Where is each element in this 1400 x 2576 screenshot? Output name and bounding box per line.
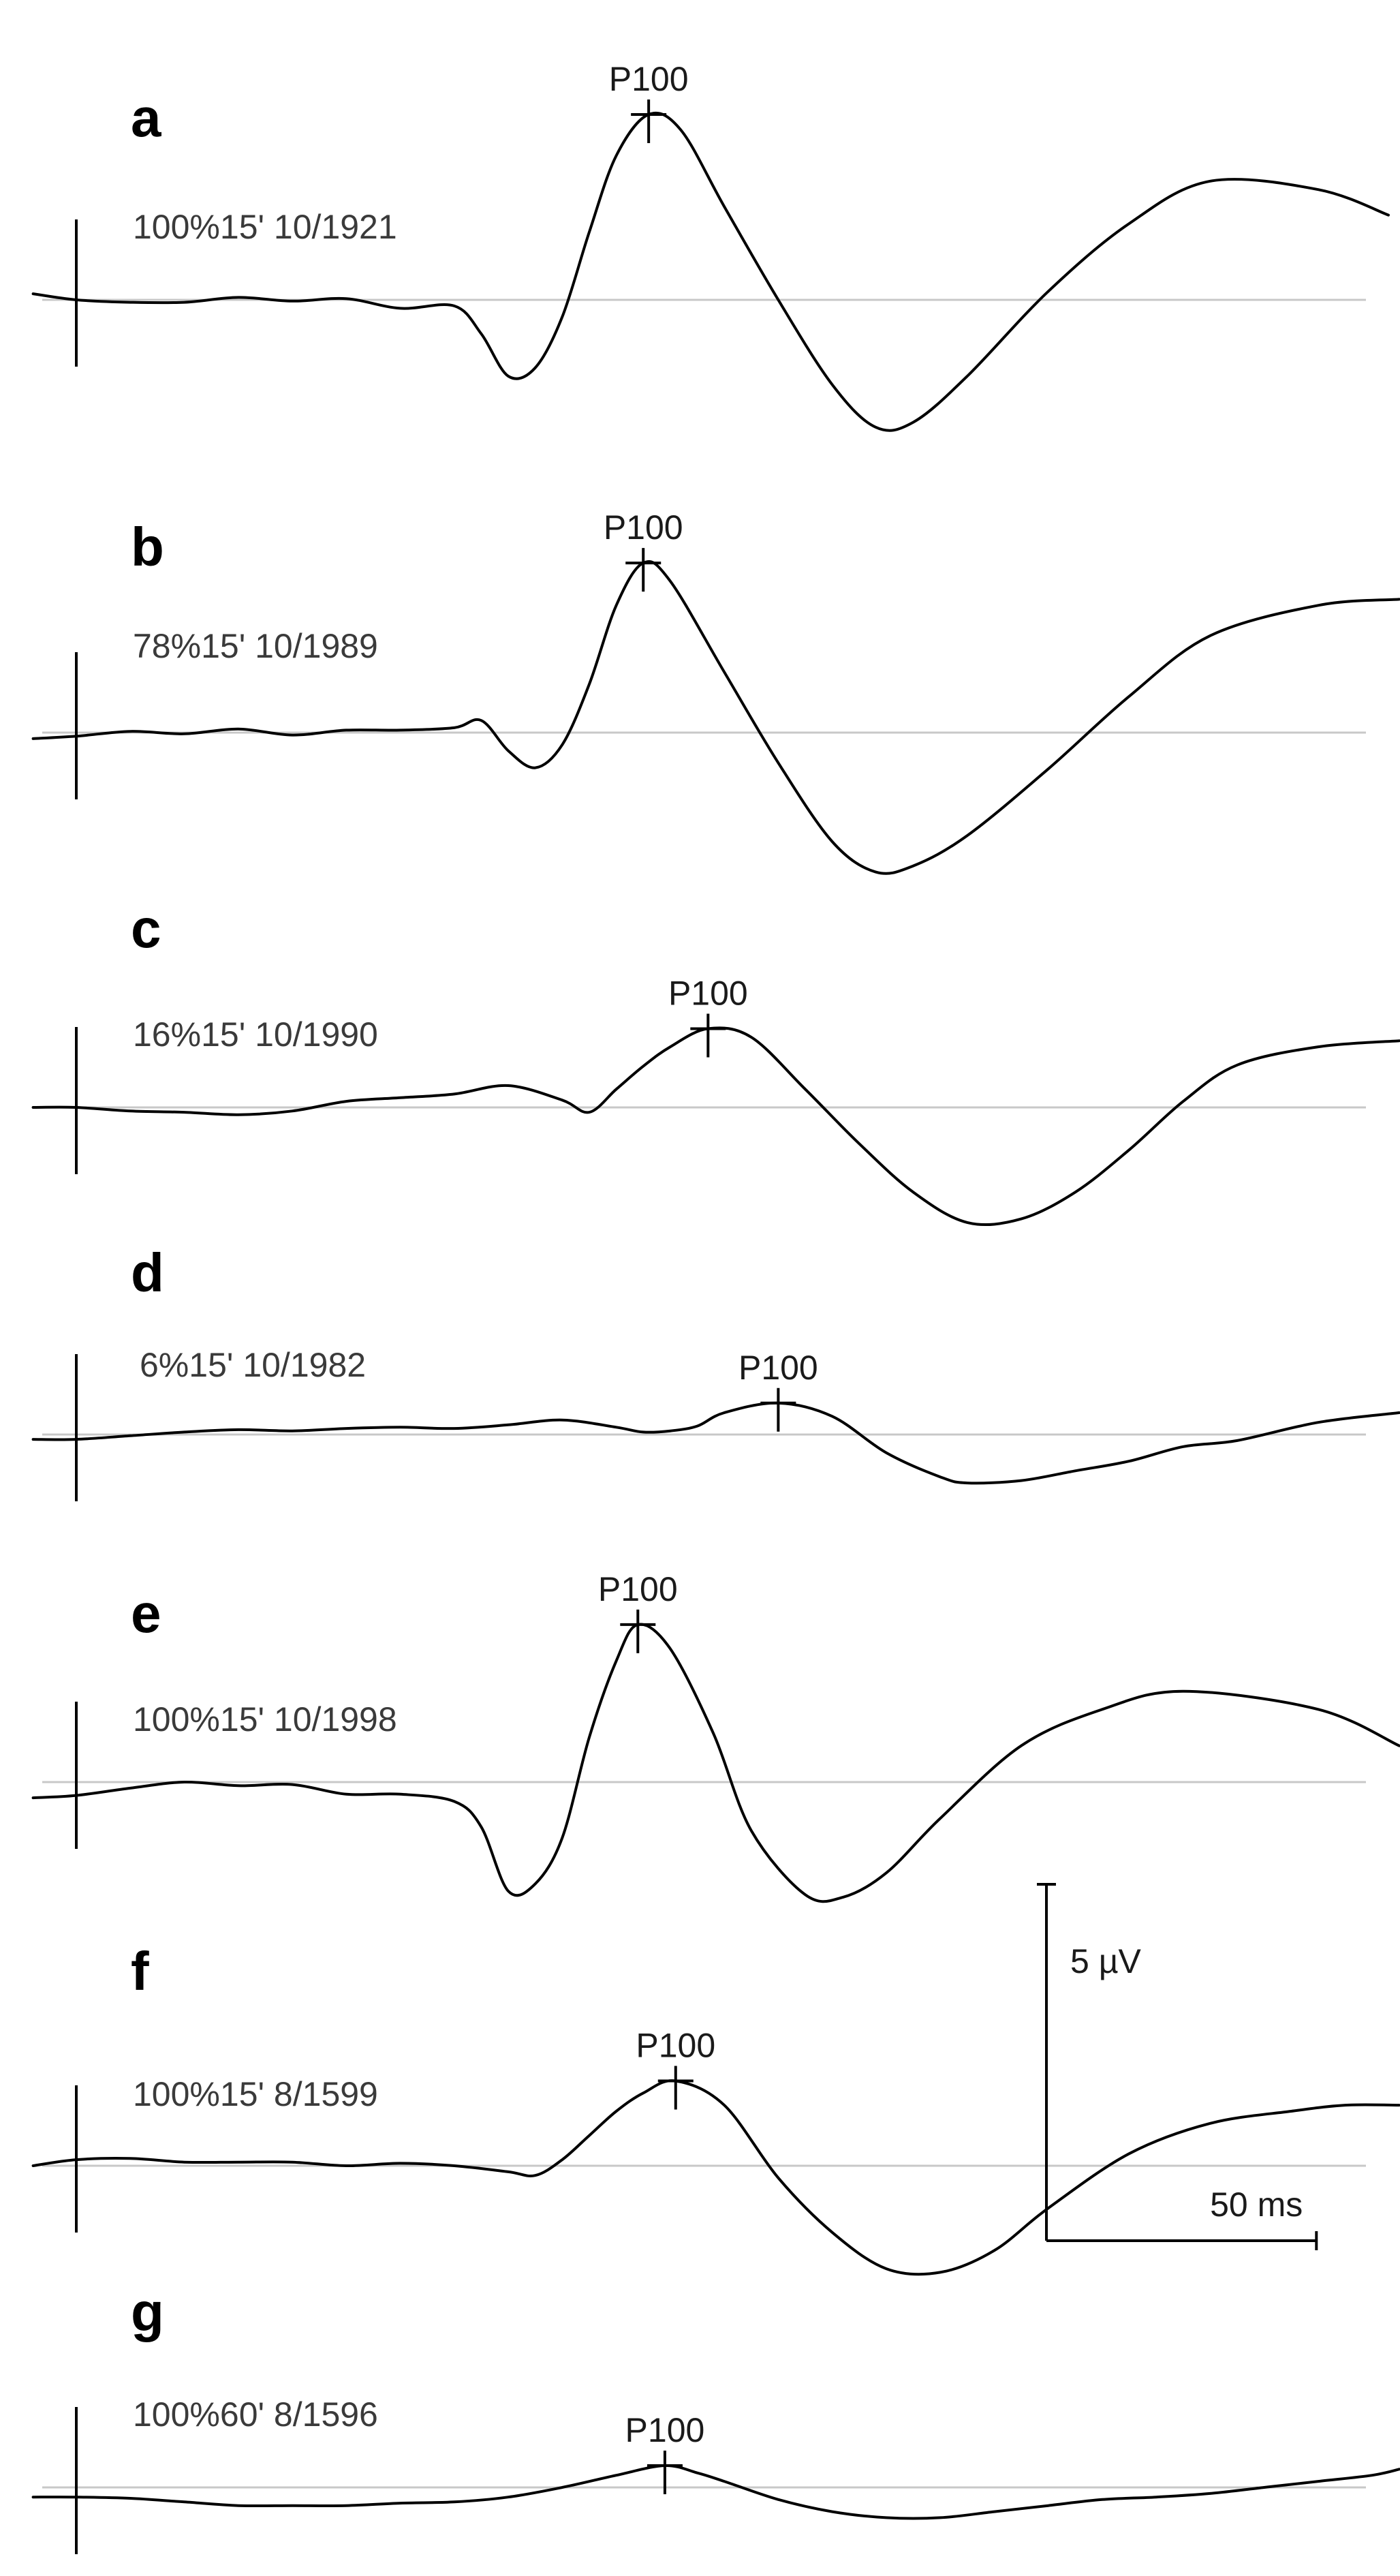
scale-bar-time-label: 50 ms <box>1210 2186 1303 2224</box>
panel-c: c 16%15' 10/1990 P100 <box>31 898 1400 1227</box>
waveform-trace <box>31 1026 1400 1227</box>
panel-f: f 100%15' 8/1599 P100 <box>31 1941 1400 2276</box>
panel-e: e 100%15' 10/1998 P100 <box>31 1570 1400 1903</box>
p100-label: P100 <box>738 1349 818 1387</box>
panel-a: a 100%15' 10/1921 P100 <box>31 60 1390 432</box>
p100-label: P100 <box>636 2027 715 2065</box>
panel-letter: b <box>131 517 164 577</box>
waveform-trace <box>31 560 1400 875</box>
panel-letter: d <box>131 1242 164 1303</box>
p100-label: P100 <box>625 2411 705 2449</box>
condition-label: 100%15' 8/1599 <box>133 2075 378 2113</box>
p100-label: P100 <box>604 508 683 547</box>
panel-b: b 78%15' 10/1989 P100 <box>31 508 1400 875</box>
panel-letter: e <box>131 1583 161 1644</box>
panel-d: d 6%15' 10/1982 P100 <box>31 1242 1400 1501</box>
waveform-trace <box>31 1401 1400 1485</box>
panel-letter: f <box>131 1941 149 2002</box>
condition-label: 6%15' 10/1982 <box>140 1346 366 1384</box>
scale-bar-amplitude-label: 5 µV <box>1070 1942 1142 1980</box>
p100-label: P100 <box>668 974 748 1012</box>
condition-label: 16%15' 10/1990 <box>133 1015 378 1054</box>
p100-label: P100 <box>609 60 689 98</box>
p100-label: P100 <box>598 1570 678 1608</box>
panel-letter: a <box>131 87 161 148</box>
panel-letter: g <box>131 2282 164 2342</box>
panel-letter: c <box>131 898 161 959</box>
waveform-trace <box>31 111 1390 432</box>
condition-label: 100%15' 10/1998 <box>133 1700 397 1738</box>
waveform-trace <box>31 1623 1400 1903</box>
condition-label: 100%15' 10/1921 <box>133 208 397 246</box>
condition-label: 78%15' 10/1989 <box>133 627 378 665</box>
panel-g: g 100%60' 8/1596 P100 <box>31 2282 1400 2554</box>
waveform-trace <box>31 2464 1400 2520</box>
waveform-trace <box>31 2079 1400 2276</box>
condition-label: 100%60' 8/1596 <box>133 2395 378 2434</box>
scale-bar: 5 µV 50 ms <box>1037 1883 1318 2250</box>
